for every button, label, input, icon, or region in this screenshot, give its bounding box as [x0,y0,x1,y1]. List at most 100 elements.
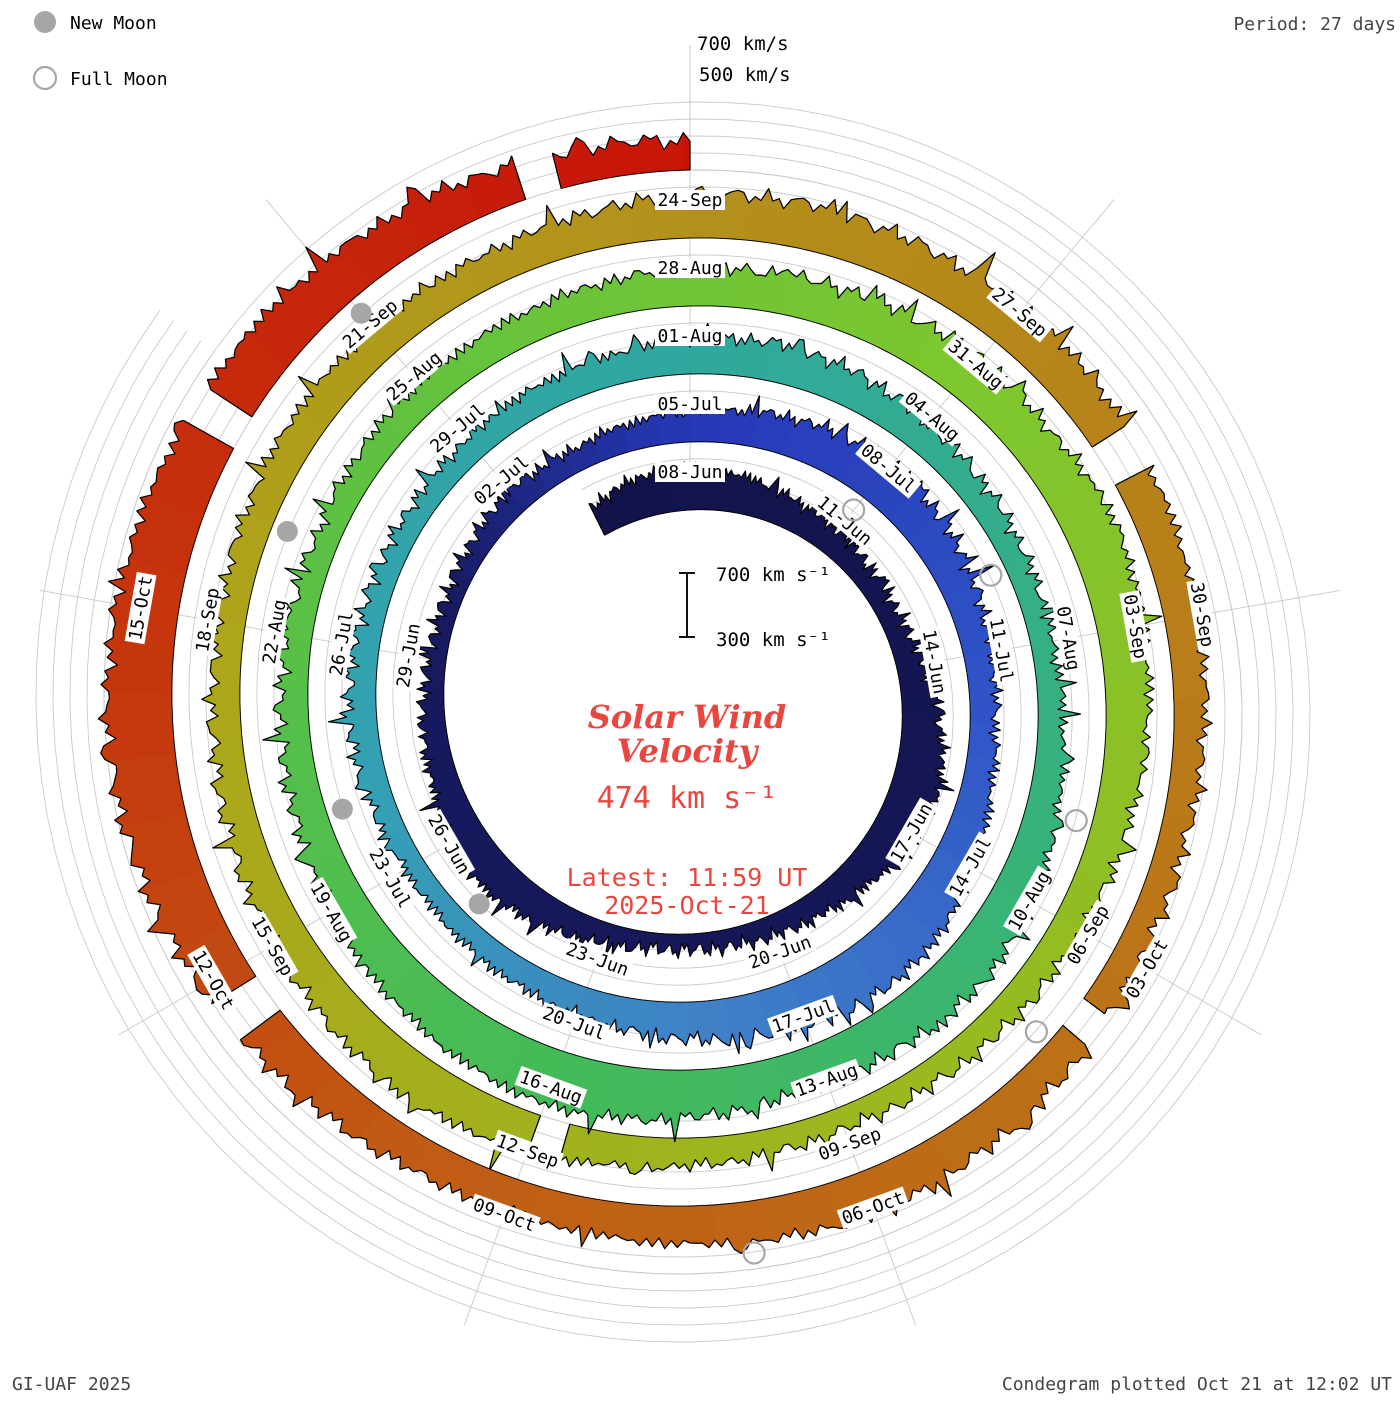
band-baseline [1083,484,1175,999]
date-label: 08-Jun [655,462,725,483]
full-moon-marker [841,498,866,522]
velocity-scale-bar: 700 km s⁻¹ 300 km s⁻¹ [679,564,830,651]
date-label-box [655,394,725,414]
band-cap [182,419,234,450]
band-baseline [251,198,526,418]
date-label-box [1186,578,1219,651]
band-trace [239,1039,1093,1254]
date-label-box [811,490,878,551]
date-label-box [985,613,1018,687]
date-label-box [813,1122,887,1166]
full-moon-legend-label: Full Moon [70,69,168,90]
band-trace [206,155,513,391]
moon-markers [276,302,1088,1265]
date-label-box [1120,933,1174,1005]
date-label-box [124,571,157,645]
chart-title-line2: Velocity [617,732,760,770]
band-cap [210,389,253,418]
band-segment [551,131,691,189]
date-label-box [766,994,840,1038]
band-cap [1062,1024,1086,1045]
date-label-box [537,1001,611,1045]
scale-bottom-label: 300 km s⁻¹ [716,629,830,651]
date-label: 28-Aug [655,258,725,279]
date-label: 24-Sep [655,190,725,211]
date-label-box [655,462,725,482]
date-label-box [246,910,299,982]
date-label-text: 05-Jul [657,394,722,415]
date-label-box [918,625,951,699]
band-baseline [307,305,1107,1139]
new-moon-marker [331,798,353,820]
band-cap [511,155,527,200]
band-trace [262,259,1163,1176]
date-label-box [836,1186,910,1230]
new-moon-marker [468,893,490,915]
band-cap [551,153,562,189]
band-segment [201,185,1138,1173]
full-moon-marker [742,1241,766,1265]
new-moon-marker [350,302,372,324]
date-label-box [1119,590,1152,663]
full-moon-marker [979,563,1003,587]
date-label-box [561,938,634,981]
band-trace [97,419,215,1004]
band-trace [1104,464,1213,1014]
band-baseline [279,1009,1064,1207]
date-label-box [942,334,1010,395]
date-label-text: 24-Sep [657,190,722,211]
band-cap [588,503,606,536]
band-segment [206,155,527,418]
full-moon-legend-icon [32,65,58,91]
center-annotations: Solar Wind Velocity 474 km s⁻¹ Latest: 1… [567,698,808,920]
date-label-box [468,1193,541,1237]
date-label-box [380,345,448,407]
date-label-box [422,808,476,880]
band-fill [97,691,176,760]
scale-top-label: 700 km s⁻¹ [716,564,830,586]
current-velocity-value: 474 km s⁻¹ [597,781,778,816]
date-label-box [187,944,240,1016]
band-baseline [561,169,691,189]
band-baseline [239,237,1093,1116]
band-baseline [171,448,257,977]
date-label-box [743,930,817,974]
date-label-box [191,583,224,657]
date-label-text: 28-Aug [657,258,722,279]
date-label-box [468,450,535,511]
latest-date-label: 2025-Oct-21 [604,891,770,920]
new-moon-marker [276,520,298,542]
date-label-box [336,293,404,355]
date-label-box [1052,602,1085,675]
date-label-box [986,282,1053,343]
period-label: Period: 27 days [1233,14,1396,35]
date-label: 01-Aug [655,326,725,347]
band-cap [240,1009,281,1041]
date-label-box [855,438,922,499]
band-cap [1091,426,1125,448]
chart-layers: 08-Jun11-Jun14-Jun17-Jun20-Jun23-Jun26-J… [35,45,1341,1343]
date-label-box [885,797,938,869]
date-label-text: 08-Jun [657,462,722,483]
date-label-box [790,1058,863,1102]
outer-scale-700-label: 700 km/s [697,33,789,55]
date-label-text: 01-Aug [657,326,722,347]
date-label-box [305,876,358,948]
band-cap [1083,997,1106,1015]
band-cap [528,1115,542,1147]
chart-title-line1: Solar Wind [588,698,787,736]
new-moon-legend-icon [34,11,56,33]
latest-time-label: Latest: 11:59 UT [567,863,808,892]
date-label-box [514,1065,588,1109]
date-label-box [944,831,997,903]
date-label-box [1003,865,1056,937]
moon-legend: New Moon Full Moon [32,11,168,91]
date-label-box [1061,899,1115,971]
plotted-label: Condegram plotted Oct 21 at 12:02 UT [1002,1374,1392,1395]
full-moon-marker [1064,808,1088,833]
date-label-box [392,619,425,692]
date-label: 05-Jul [655,394,725,415]
band-segment [97,419,257,1005]
